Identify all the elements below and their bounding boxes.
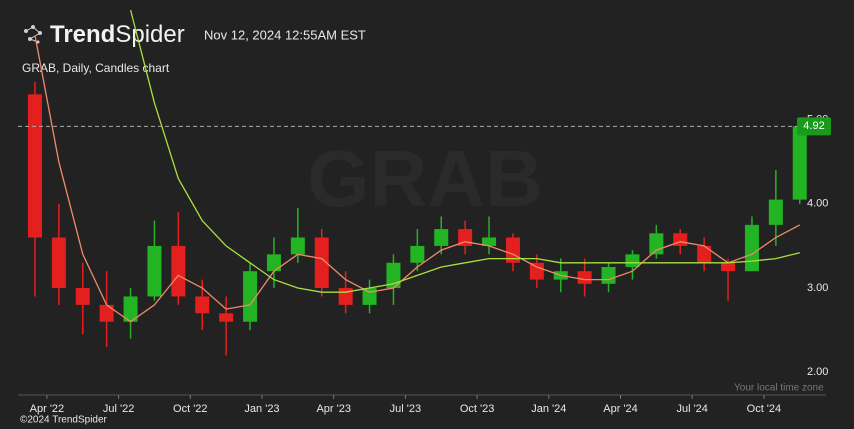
logo-icon bbox=[24, 25, 42, 44]
y-tick-label: 2.00 bbox=[807, 366, 828, 378]
x-tick-label: Jan '23 bbox=[244, 403, 279, 415]
candle-body bbox=[744, 224, 759, 272]
candle-body bbox=[768, 199, 783, 225]
moving-average bbox=[129, 9, 800, 293]
candle-body bbox=[266, 254, 281, 272]
x-tick-label: Oct '22 bbox=[173, 403, 208, 415]
brand-light: Spider bbox=[115, 21, 184, 48]
candle-body bbox=[697, 245, 712, 263]
candle-body bbox=[195, 296, 210, 314]
candle-body bbox=[243, 271, 258, 322]
x-tick-label: Apr '24 bbox=[603, 403, 638, 415]
x-tick-label: Apr '22 bbox=[30, 403, 65, 415]
timestamp: Nov 12, 2024 12:55AM EST bbox=[204, 27, 366, 42]
last-price-box bbox=[797, 117, 831, 136]
brand: TrendSpider bbox=[50, 21, 185, 48]
candle-body bbox=[577, 271, 592, 284]
candle-body bbox=[529, 262, 544, 280]
candle-body bbox=[601, 266, 616, 284]
moving-average bbox=[34, 35, 801, 323]
candle-body bbox=[99, 304, 114, 322]
candle-body bbox=[219, 313, 234, 322]
timezone: Your local time zone bbox=[734, 383, 824, 394]
x-tick-label: Apr '23 bbox=[316, 403, 351, 415]
x-tick-label: Jul '24 bbox=[676, 403, 707, 415]
candle-body bbox=[625, 254, 640, 267]
copyright: ©2024 TrendSpider bbox=[20, 415, 108, 426]
candle-body bbox=[314, 237, 329, 289]
candle-body bbox=[75, 288, 90, 305]
watermark: GRAB bbox=[307, 134, 543, 223]
candle-body bbox=[386, 262, 401, 289]
candle-body bbox=[123, 296, 138, 322]
candle-body bbox=[410, 245, 425, 263]
candle-body bbox=[51, 237, 66, 289]
chart-subtitle: GRAB, Daily, Candles chart bbox=[22, 61, 170, 75]
x-tick-label: Jan '24 bbox=[531, 403, 566, 415]
x-tick-label: Jul '22 bbox=[103, 403, 134, 415]
x-tick-label: Oct '24 bbox=[747, 403, 782, 415]
candle-body bbox=[649, 233, 664, 255]
candle-body bbox=[338, 288, 353, 305]
last-price-label: 4.92 bbox=[803, 120, 824, 132]
candle-body bbox=[27, 94, 42, 238]
candle-body bbox=[147, 245, 162, 297]
x-tick-label: Oct '23 bbox=[460, 403, 495, 415]
candle-body bbox=[721, 262, 736, 272]
y-tick-label: 3.00 bbox=[807, 282, 828, 294]
candle-body bbox=[792, 126, 807, 200]
brand-bold: Trend bbox=[50, 21, 115, 48]
x-tick-label: Jul '23 bbox=[390, 403, 421, 415]
candle-body bbox=[290, 237, 305, 255]
candle-body bbox=[171, 245, 186, 297]
candle-body bbox=[482, 237, 497, 246]
candle-body bbox=[362, 288, 377, 305]
candle-body bbox=[434, 229, 449, 246]
y-tick-label: 4.00 bbox=[807, 198, 828, 210]
